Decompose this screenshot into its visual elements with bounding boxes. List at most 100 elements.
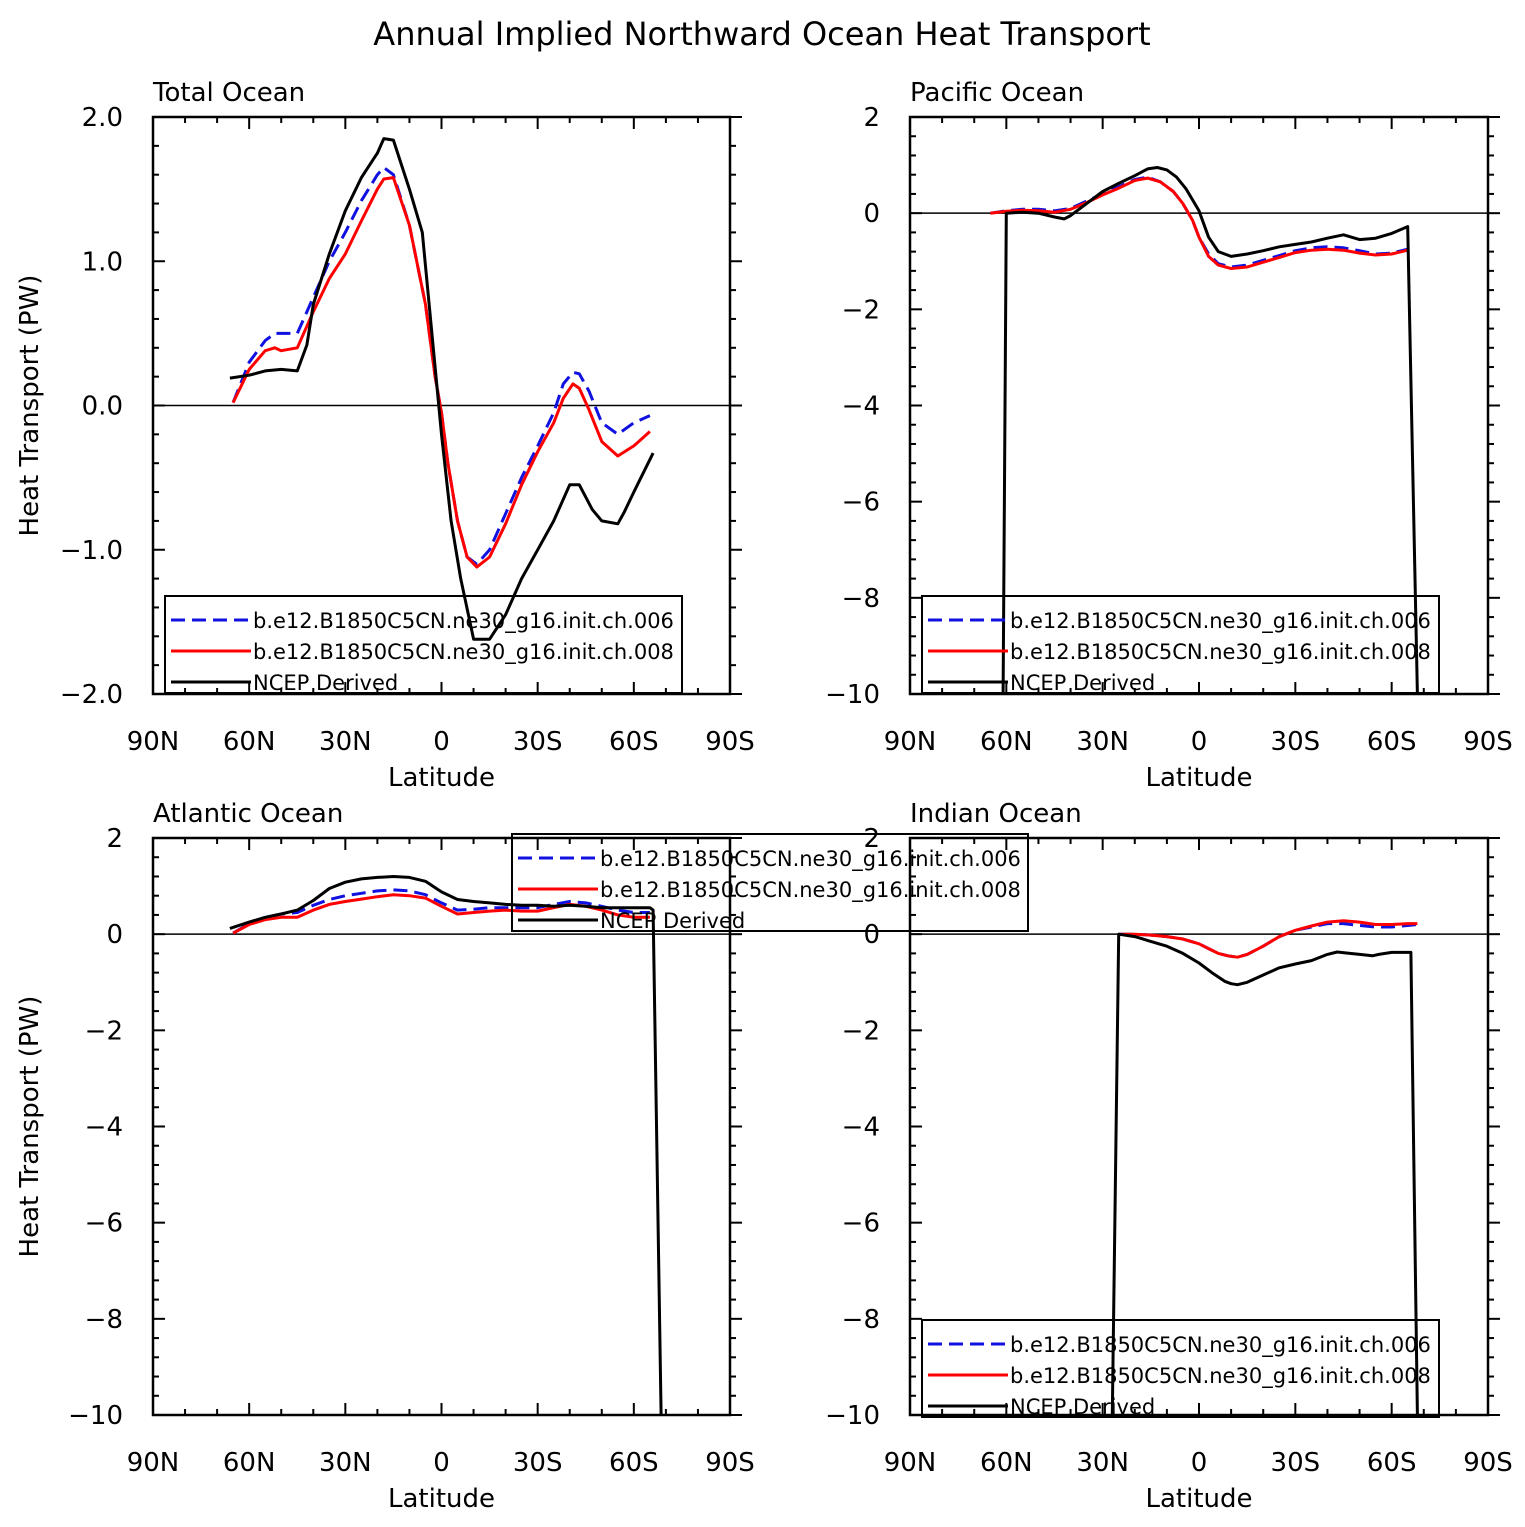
legend: b.e12.B1850C5CN.ne30_g16.init.ch.006 b.e1… [921, 1319, 1440, 1419]
y-tick-label: −6 [842, 488, 880, 518]
series-group [229, 137, 655, 641]
legend-label: NCEP Derived [1010, 671, 1155, 695]
y-tick-label: −2 [85, 1016, 123, 1046]
y-tick-label: −4 [85, 1113, 123, 1143]
x-tick-label: 60S [1367, 727, 1417, 757]
y-axis-label: Heat Transport (PW) [15, 275, 45, 537]
series-line-run008 [1118, 919, 1418, 959]
legend: b.e12.B1850C5CN.ne30_g16.init.ch.006 b.e1… [164, 595, 683, 695]
y-tick-label: −8 [842, 584, 880, 614]
y-tick-label: 0 [106, 920, 123, 950]
x-axis-label: Latitude [388, 763, 495, 793]
x-tick-label: 0 [433, 1448, 450, 1478]
x-tick-label: 60S [609, 1448, 659, 1478]
panel-title: Total Ocean [152, 78, 305, 108]
legend-label: b.e12.B1850C5CN.ne30_g16.init.ch.006 [253, 609, 674, 634]
legend: b.e12.B1850C5CN.ne30_g16.init.ch.006 b.e1… [921, 595, 1440, 695]
x-tick-label: 90N [127, 727, 180, 757]
legend-label: NCEP Derived [253, 671, 398, 695]
y-tick-label: −4 [842, 392, 880, 422]
legend-box [511, 833, 1029, 932]
legend-label: b.e12.B1850C5CN.ne30_g16.init.ch.006 [600, 847, 1021, 872]
x-tick-label: 90N [884, 727, 937, 757]
x-tick-label: 90N [127, 1448, 180, 1478]
y-tick-label: 2.0 [82, 103, 123, 133]
legend: b.e12.B1850C5CN.ne30_g16.init.ch.006 b.e1… [511, 833, 1029, 933]
y-tick-label: −8 [842, 1305, 880, 1335]
series-group [229, 875, 663, 1415]
x-axis-label: Latitude [388, 1484, 495, 1514]
x-tick-label: 60N [223, 1448, 276, 1478]
y-tick-label: −10 [825, 680, 880, 710]
x-tick-label: 60N [980, 1448, 1033, 1478]
x-tick-label: 60N [980, 727, 1033, 757]
panel-title: Atlantic Ocean [153, 799, 343, 829]
y-tick-label: −8 [85, 1305, 123, 1335]
y-tick-label: −6 [85, 1209, 123, 1239]
series-group [990, 166, 1419, 694]
legend-label: b.e12.B1850C5CN.ne30_g16.init.ch.008 [253, 640, 674, 665]
panel-indian-ocean: Indian Ocean 90N 60N 30N 0 30S 60S 90S −10 −8 −6 −4… [825, 799, 1513, 1514]
legend-box [921, 595, 1440, 694]
x-tick-label: 30S [513, 727, 563, 757]
x-tick-label: 60S [609, 727, 659, 757]
legend-label: b.e12.B1850C5CN.ne30_g16.init.ch.008 [1010, 640, 1431, 665]
y-tick-label: 1.0 [82, 247, 123, 277]
x-tick-label: 60N [223, 727, 276, 757]
x-tick-label: 90S [705, 727, 755, 757]
y-tick-label: −10 [68, 1401, 123, 1431]
x-tick-label: 90S [705, 1448, 755, 1478]
y-tick-label: −6 [842, 1209, 880, 1239]
y-tick-label: −1.0 [60, 536, 123, 566]
y-tick-label: 0 [863, 920, 880, 950]
legend-label: NCEP Derived [600, 909, 745, 933]
y-tick-label: −2 [842, 1016, 880, 1046]
x-tick-label: 30S [1271, 727, 1321, 757]
series-line-run006 [990, 175, 1409, 269]
legend-box [921, 1319, 1440, 1418]
legend-label: b.e12.B1850C5CN.ne30_g16.init.ch.006 [1010, 609, 1431, 634]
panel-atlantic-ocean: Atlantic Ocean 90N 60N 30N 0 30S 60S 90S −10 −8 −6… [15, 799, 1029, 1514]
panel-title: Indian Ocean [910, 799, 1082, 829]
panel-title: Pacific Ocean [910, 78, 1084, 108]
y-tick-label: −2 [842, 295, 880, 325]
y-tick-label: 2 [863, 103, 880, 133]
legend-label: b.e12.B1850C5CN.ne30_g16.init.ch.008 [1010, 1364, 1431, 1389]
series-line-run008 [990, 176, 1409, 270]
x-tick-label: 60S [1367, 1448, 1417, 1478]
panel-pacific-ocean: Pacific Ocean 90N 60N 30N 0 30S 60S 90S −10 −8 −6 −… [825, 78, 1513, 793]
legend-label: NCEP Derived [1010, 1395, 1155, 1419]
x-tick-label: 30N [1076, 1448, 1129, 1478]
x-axis-label: Latitude [1145, 763, 1252, 793]
legend-label: b.e12.B1850C5CN.ne30_g16.init.ch.006 [1010, 1333, 1431, 1358]
series-line-run008 [231, 176, 651, 569]
x-tick-label: 30S [513, 1448, 563, 1478]
x-tick-label: 90S [1463, 727, 1513, 757]
plot-frame [908, 115, 1490, 696]
x-tick-label: 90N [884, 1448, 937, 1478]
x-tick-label: 30N [319, 727, 372, 757]
y-tick-label: −10 [825, 1401, 880, 1431]
y-tick-label: 2 [863, 824, 880, 854]
x-axis-label: Latitude [1145, 1484, 1252, 1514]
x-tick-label: 90S [1463, 1448, 1513, 1478]
series-line-ncep [1110, 932, 1419, 1415]
y-tick-label: 0 [863, 199, 880, 229]
x-tick-label: 30S [1271, 1448, 1321, 1478]
x-tick-label: 0 [433, 727, 450, 757]
y-tick-label: 0.0 [82, 392, 123, 422]
legend-box [164, 595, 683, 694]
series-line-ncep [996, 166, 1419, 694]
y-axis-label: Heat Transport (PW) [15, 996, 45, 1258]
x-tick-label: 30N [319, 1448, 372, 1478]
y-tick-label: −4 [842, 1113, 880, 1143]
series-line-ncep [229, 875, 663, 1415]
series-line-run006 [232, 888, 650, 935]
series-group [1110, 919, 1419, 1415]
series-line-run006 [231, 166, 651, 566]
panel-total-ocean: Total Ocean 90N 60N 30N 0 30S 60S 90S −2.0 −1.0 0.… [15, 78, 755, 793]
series-line-run006 [1118, 922, 1418, 959]
y-tick-label: 2 [106, 824, 123, 854]
x-tick-label: 0 [1191, 1448, 1208, 1478]
